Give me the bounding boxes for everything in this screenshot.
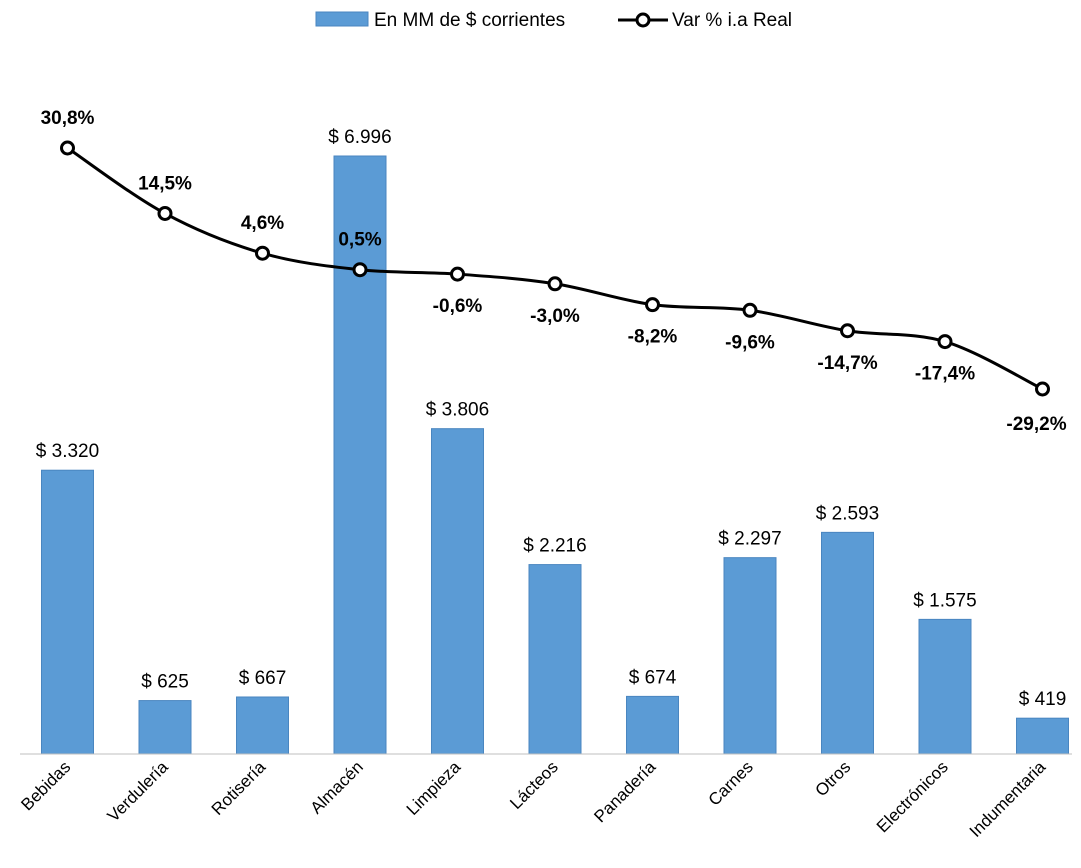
line-point [840,323,855,339]
bar [918,618,972,755]
legend-line-label: Var % i.a Real [672,10,792,31]
bar [138,700,192,755]
bar [431,428,484,755]
line-value-labels: 30,8% 14,5% 4,6% 0,5% -0,6% -3,0% -8,2% -9,6% -1… [41,108,1067,435]
bar-value-label: $ 674 [629,667,677,688]
category-label: Rotisería [208,757,270,819]
category-label: Almacén [307,757,367,817]
line-value-label: -17,4% [915,364,975,385]
line-value-label: -8,2% [628,327,678,348]
legend-bar-swatch [315,11,369,27]
line-value-label: 14,5% [138,173,192,194]
line-point [547,276,563,292]
category-label: Otros [812,757,855,800]
bar-value-labels: $ 3.320 $ 625 $ 667 $ 6.996 $ 3.806 $ 2.216 $ … [36,127,1066,710]
bar-value-label: $ 6.996 [328,127,391,148]
category-label: Panadería [590,757,659,826]
legend-bar-label: En MM de $ corrientes [374,10,565,31]
line-series-path [66,146,1044,391]
category-label: Electrónicos [873,757,952,836]
bar-value-label: $ 1.575 [913,590,976,611]
line-point [742,302,758,318]
bar-value-label: $ 2.216 [523,536,586,557]
line-value-label: -9,6% [725,332,775,353]
bar-value-label: $ 3.806 [426,400,489,421]
category-label: Lácteos [506,757,562,813]
line-point [1035,381,1050,397]
line-points [60,140,1050,397]
line-value-label: 30,8% [41,108,95,129]
bar [821,531,874,755]
bar [626,695,679,755]
line-value-label: 0,5% [338,230,381,251]
bars-series [41,155,1069,755]
bar-value-label: $ 667 [239,668,287,689]
category-label: Limpieza [403,757,465,819]
line-value-label: -0,6% [433,296,483,317]
bar [723,557,777,755]
line-point [937,334,953,350]
line-point [157,205,173,221]
line-point [255,245,270,261]
line-point [450,266,465,282]
legend: En MM de $ corrientes Var % i.a Real [315,10,792,31]
bar [528,564,582,755]
category-label: Verdulería [104,757,173,826]
category-label: Indumentaria [966,757,1050,841]
bar [236,696,289,755]
line-value-label: -3,0% [530,306,580,327]
bar [41,469,94,755]
line-point [352,262,368,278]
bar-value-label: $ 625 [141,672,189,693]
line-value-label: 4,6% [241,213,284,234]
category-labels: Bebidas Verdulería Rotisería Almacén Limpiez… [17,757,1049,841]
bar-value-label: $ 419 [1019,689,1067,710]
line-point [60,140,75,156]
bar [1016,717,1069,755]
line-point [645,297,660,313]
legend-line-marker [635,12,651,28]
category-label: Bebidas [17,757,74,814]
category-label: Carnes [705,757,757,809]
bar-value-label: $ 2.593 [816,503,879,524]
bar-value-label: $ 3.320 [36,441,99,462]
bar-value-label: $ 2.297 [718,529,781,550]
line-value-label: -29,2% [1006,414,1066,435]
line-value-label: -14,7% [817,353,877,374]
